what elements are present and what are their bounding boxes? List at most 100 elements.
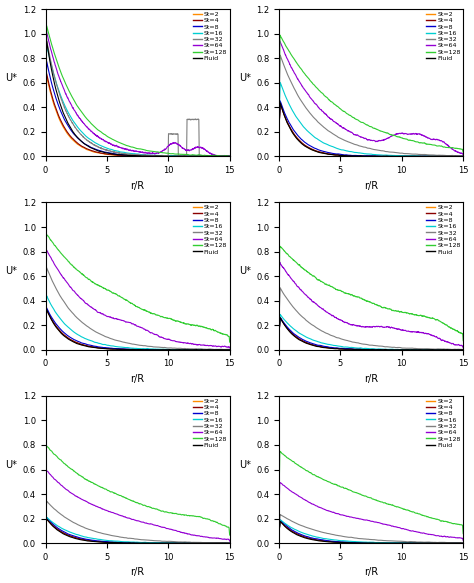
St=16 (189, 540, 195, 547)
St=4 (132, 539, 138, 546)
St=16 (188, 153, 193, 160)
St=64 (221, 536, 227, 543)
Y-axis label: U*: U* (6, 266, 18, 276)
Fluid (188, 346, 193, 353)
Fluid (361, 539, 367, 546)
Fluid (222, 540, 228, 547)
St=16 (361, 150, 367, 157)
St=8 (286, 524, 292, 531)
Fluid (366, 540, 372, 547)
Line: St=4: St=4 (46, 74, 230, 156)
St=16 (460, 153, 466, 160)
St=8 (132, 152, 138, 159)
St=4 (132, 346, 138, 353)
St=128 (277, 448, 283, 455)
St=64 (221, 343, 227, 350)
St=16 (227, 540, 233, 547)
St=2 (421, 346, 427, 353)
St=8 (128, 346, 133, 353)
St=8 (276, 123, 282, 130)
St=2 (188, 540, 193, 547)
St=4 (222, 346, 228, 353)
Line: St=32: St=32 (279, 514, 463, 543)
St=8 (188, 539, 193, 546)
St=32 (277, 52, 283, 59)
St=32 (455, 346, 461, 353)
St=16 (128, 150, 133, 157)
St=16 (132, 150, 138, 157)
St=32 (43, 92, 48, 99)
St=128 (460, 149, 466, 156)
St=16 (128, 345, 133, 352)
St=128 (276, 294, 282, 301)
St=128 (421, 139, 427, 146)
St=64 (227, 345, 233, 352)
St=32 (455, 539, 461, 546)
St=8 (221, 153, 227, 160)
St=128 (43, 288, 48, 295)
Legend: St=2, St=4, St=8, St=16, St=32, St=64, St=128, Fluid: St=2, St=4, St=8, St=16, St=32, St=64, S… (192, 204, 228, 255)
St=8 (163, 540, 169, 547)
St=2 (132, 153, 138, 160)
St=4 (421, 539, 427, 546)
St=2 (43, 110, 48, 117)
St=4 (221, 346, 227, 353)
St=32 (455, 539, 461, 546)
St=4 (277, 314, 283, 321)
St=16 (460, 540, 466, 547)
Y-axis label: U*: U* (6, 459, 18, 469)
X-axis label: r/R: r/R (364, 374, 378, 384)
St=4 (188, 346, 193, 353)
St=64 (52, 262, 58, 269)
Line: St=16: St=16 (46, 296, 230, 350)
St=16 (222, 153, 228, 160)
Line: St=8: St=8 (46, 308, 230, 350)
St=16 (44, 514, 49, 521)
St=2 (221, 540, 227, 547)
St=8 (460, 540, 466, 547)
St=32 (128, 151, 133, 158)
St=32 (221, 539, 227, 546)
St=128 (132, 145, 138, 152)
St=32 (421, 345, 427, 352)
Fluid (455, 540, 461, 547)
St=2 (455, 153, 461, 160)
Fluid (52, 525, 58, 532)
St=32 (361, 535, 367, 542)
St=128 (227, 532, 233, 539)
St=32 (52, 283, 58, 290)
St=16 (43, 94, 48, 101)
St=16 (43, 526, 48, 533)
St=16 (52, 521, 58, 528)
St=2 (52, 524, 58, 531)
Y-axis label: U*: U* (6, 73, 18, 83)
St=128 (52, 52, 58, 59)
Fluid (227, 346, 233, 353)
St=128 (361, 120, 367, 127)
St=128 (188, 322, 193, 329)
Legend: St=2, St=4, St=8, St=16, St=32, St=64, St=128, Fluid: St=2, St=4, St=8, St=16, St=32, St=64, S… (192, 398, 228, 448)
St=8 (221, 346, 227, 353)
St=32 (455, 152, 461, 159)
St=64 (43, 500, 48, 507)
Legend: St=2, St=4, St=8, St=16, St=32, St=64, St=128, Fluid: St=2, St=4, St=8, St=16, St=32, St=64, S… (426, 11, 461, 62)
St=2 (155, 540, 160, 547)
St=16 (455, 346, 461, 353)
St=8 (390, 153, 396, 160)
St=64 (43, 25, 49, 32)
St=2 (132, 539, 138, 546)
St=2 (44, 306, 49, 313)
St=128 (221, 331, 227, 338)
St=4 (148, 153, 154, 160)
Line: St=128: St=128 (279, 451, 463, 533)
St=16 (227, 153, 233, 160)
St=2 (460, 346, 466, 353)
St=128 (455, 328, 461, 335)
St=8 (421, 540, 427, 547)
St=8 (455, 346, 461, 353)
St=128 (455, 145, 461, 152)
X-axis label: r/R: r/R (364, 567, 378, 577)
St=4 (286, 121, 292, 128)
St=32 (276, 525, 282, 532)
St=4 (43, 108, 48, 115)
